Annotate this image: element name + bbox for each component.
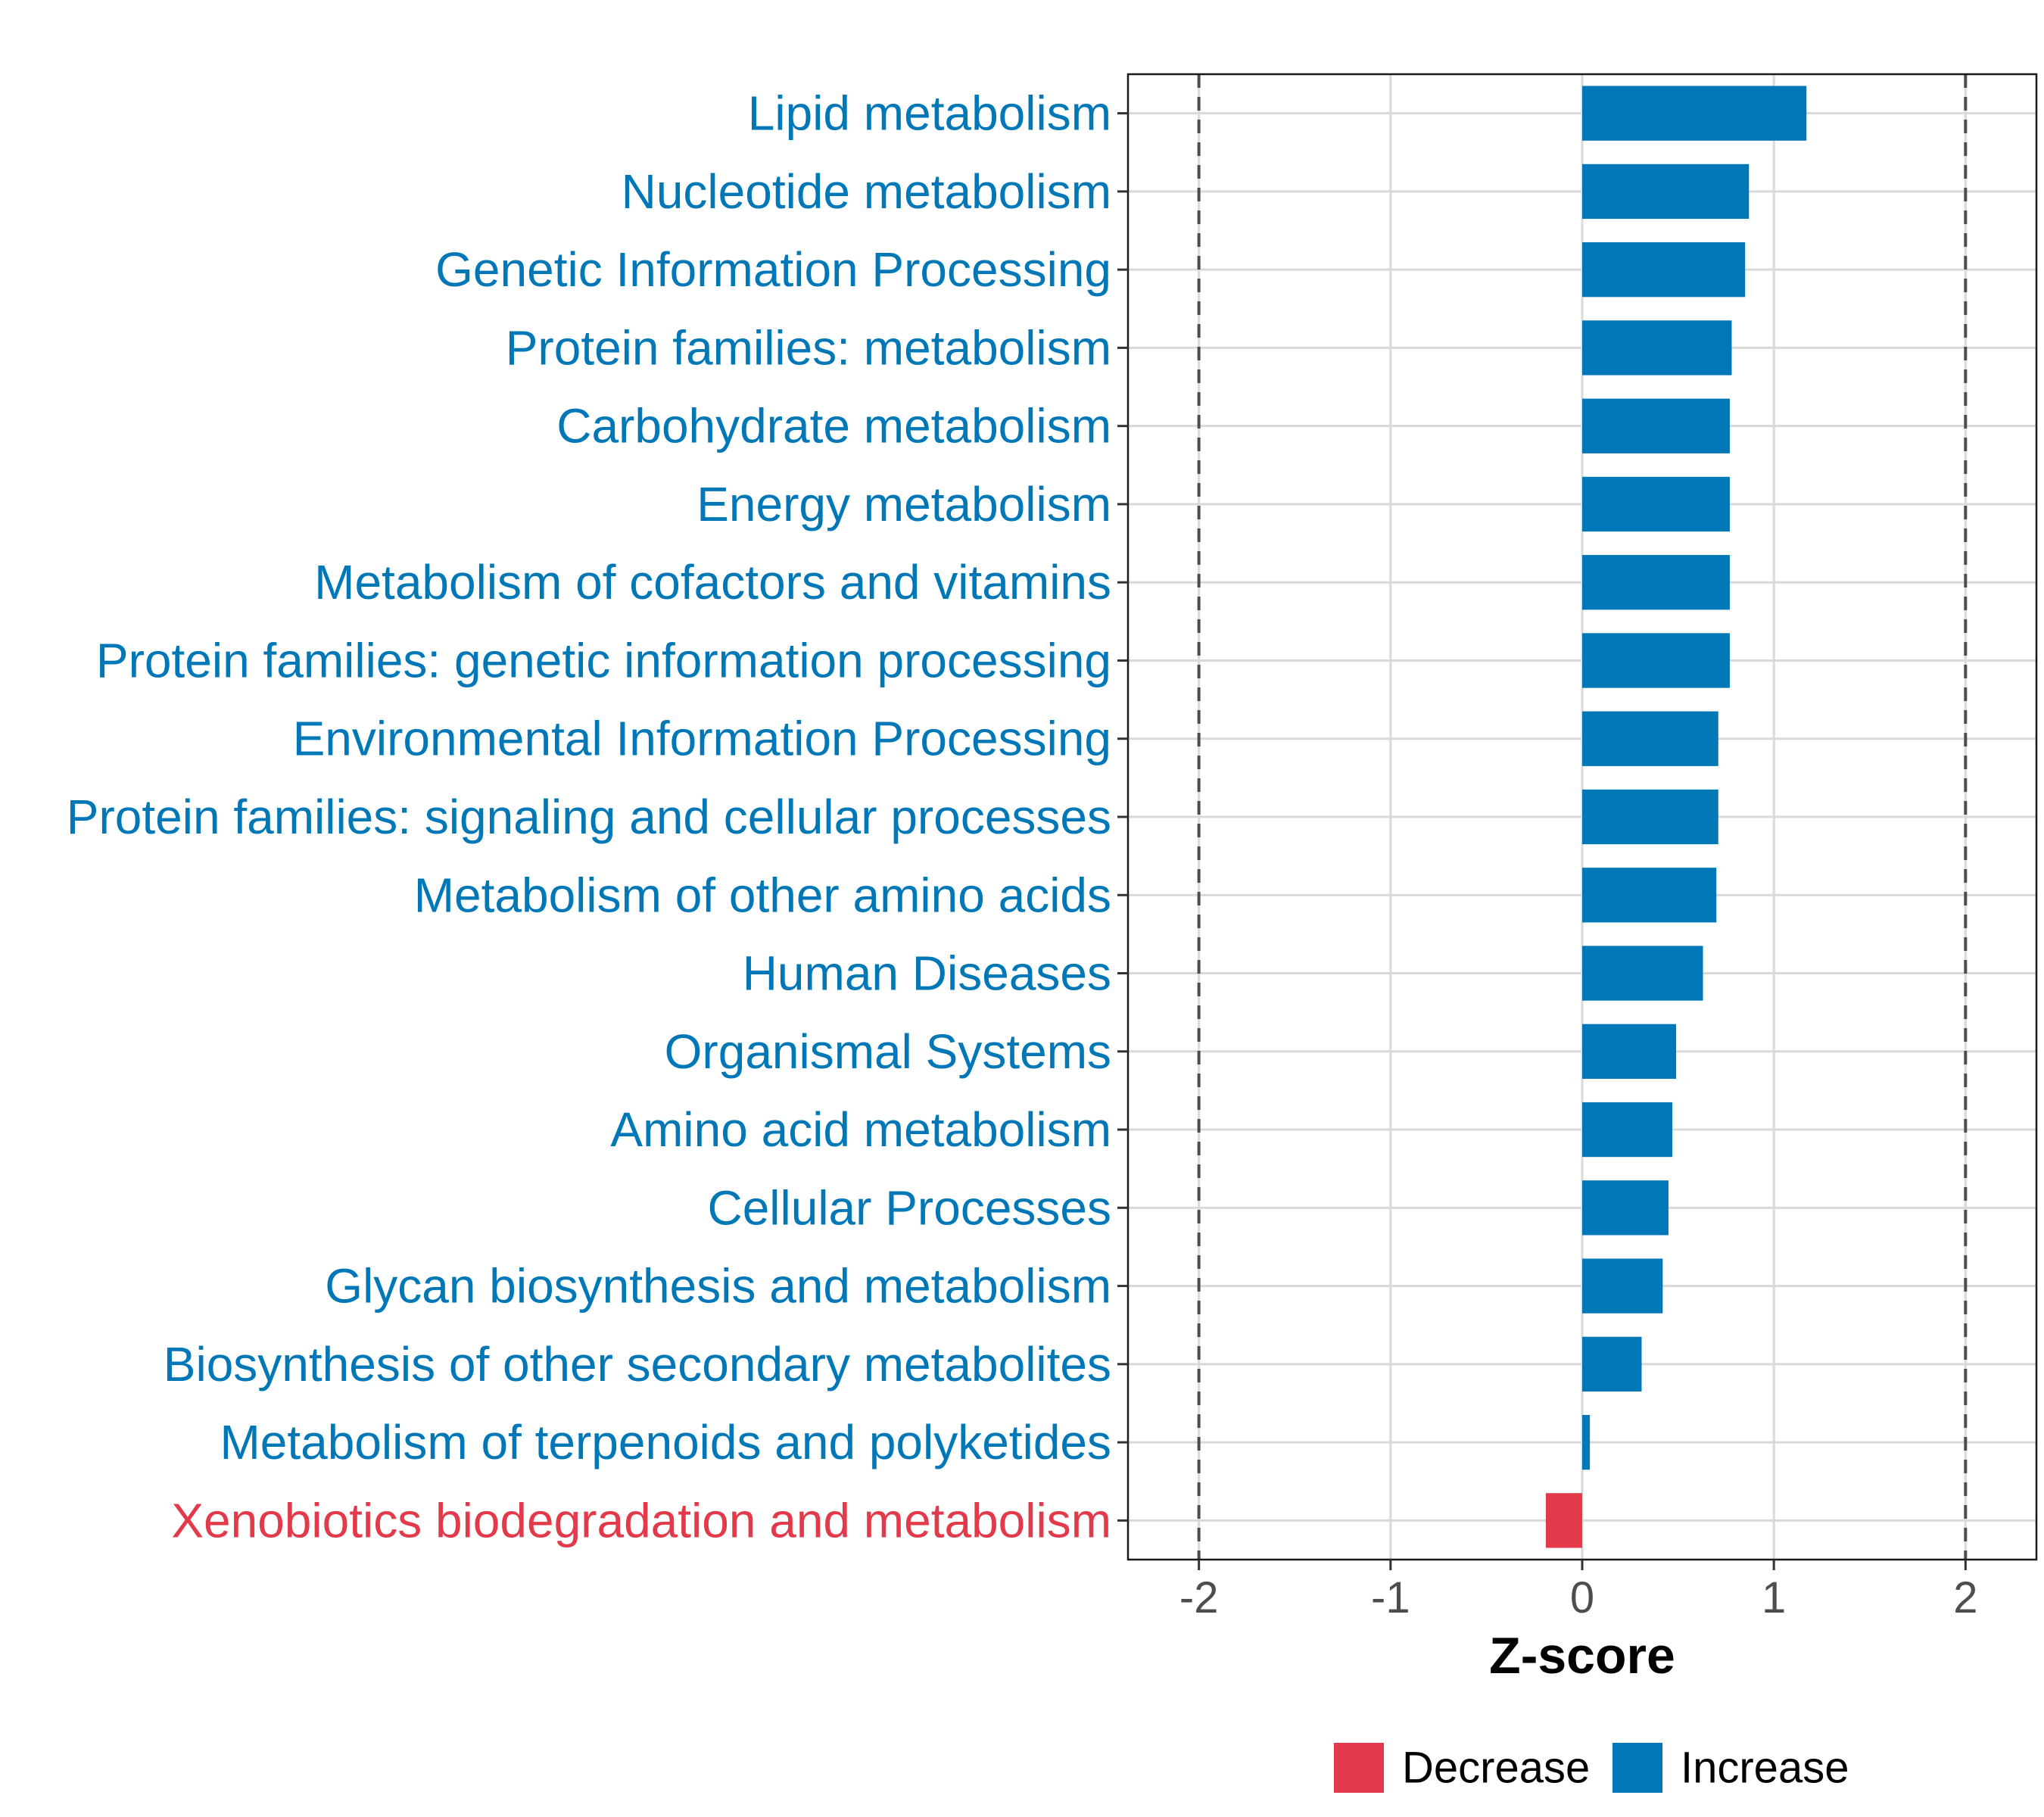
category-label: Protein families: genetic information pr… [96,633,1111,687]
legend: Decrease Increase [1334,1743,1849,1793]
category-label: Metabolism of terpenoids and polyketides [220,1415,1111,1469]
y-axis-ticks: Lipid metabolism Nucleotide metabolism Gen… [67,86,1128,1547]
category-label: Amino acid metabolism [610,1102,1111,1157]
category-label: Biosynthesis of other secondary metaboli… [164,1337,1111,1392]
x-tick-label: 2 [1953,1573,1977,1622]
legend-label-decrease: Decrease [1402,1744,1590,1793]
bar [1582,1024,1677,1079]
category-label: Organismal Systems [665,1024,1111,1079]
category-label: Protein families: signaling and cellular… [67,790,1111,844]
bar [1582,555,1730,610]
category-label: Energy metabolism [696,477,1111,531]
x-tick-label: 1 [1762,1573,1786,1622]
category-label: Genetic Information Processing [435,242,1111,297]
bar [1582,320,1732,376]
bar [1582,164,1750,220]
bar [1582,789,1718,845]
category-label: Metabolism of other amino acids [414,868,1111,922]
legend-label-increase: Increase [1681,1744,1849,1793]
category-label: Environmental Information Processing [293,712,1111,766]
category-label: Protein families: metabolism [506,320,1111,375]
bar [1545,1493,1582,1548]
bar [1582,1258,1663,1314]
category-label: Carbohydrate metabolism [556,399,1111,453]
x-axis-title: Z-score [1489,1627,1675,1685]
bar [1582,711,1718,766]
legend-swatch-decrease [1334,1743,1384,1793]
category-label: Cellular Processes [707,1180,1111,1235]
bar [1582,1180,1669,1236]
bar [1582,1414,1591,1470]
bar [1582,1336,1642,1392]
bar [1582,398,1730,453]
bar [1582,633,1730,688]
x-tick-label: -2 [1179,1573,1219,1622]
category-label: Glycan biosynthesis and metabolism [325,1259,1111,1314]
category-label: Human Diseases [743,946,1111,1001]
category-label: Xenobiotics biodegradation and metabolis… [171,1493,1111,1547]
category-label: Lipid metabolism [748,86,1111,141]
bars [1545,86,1807,1548]
bar [1582,476,1730,532]
reference-lines [1197,74,1968,1560]
category-label: Metabolism of cofactors and vitamins [314,555,1111,609]
x-tick-label: 0 [1570,1573,1594,1622]
bar [1582,1102,1672,1158]
x-tick-label: -1 [1371,1573,1410,1622]
legend-swatch-increase [1612,1743,1662,1793]
bar [1582,86,1807,141]
x-axis-ticks: -2 -1 0 1 2 [1179,1560,1977,1622]
bar [1582,242,1746,298]
category-label: Nucleotide metabolism [622,164,1111,219]
bar [1582,868,1717,923]
bar [1582,946,1703,1001]
